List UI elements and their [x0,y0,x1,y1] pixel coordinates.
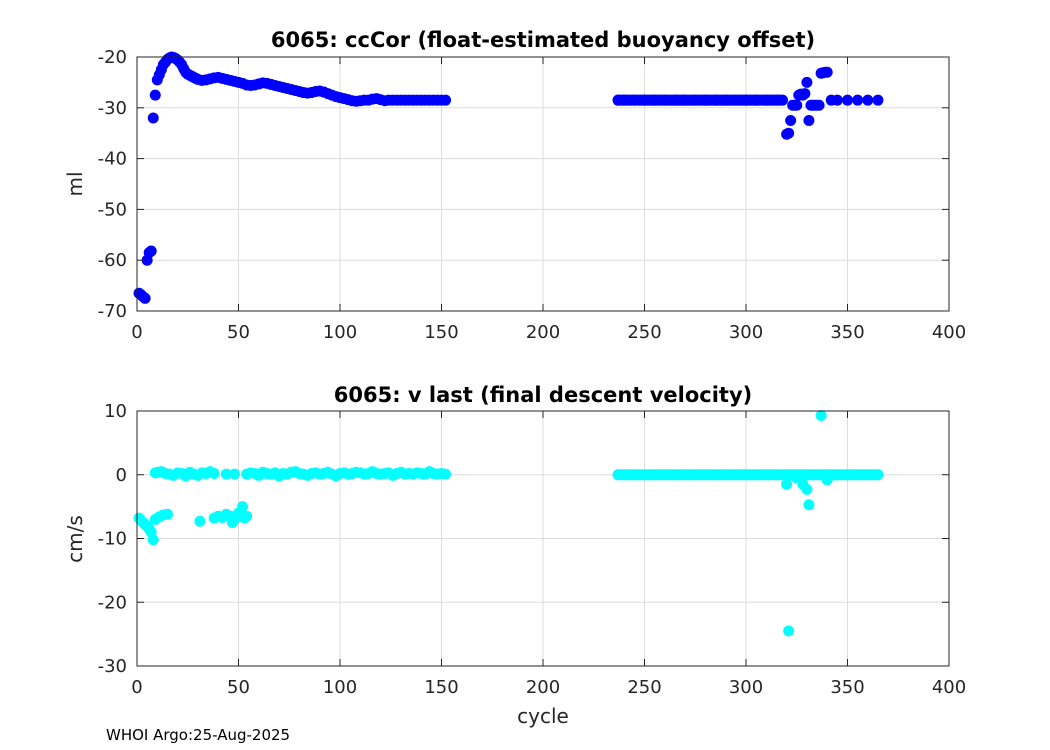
vlast-x-axis-label: cycle [517,704,569,728]
vlast-data-point [783,625,795,637]
ccCor-data-point [775,94,787,106]
vlast-title: 6065: v last (final descent velocity) [334,383,752,407]
vlast-x-tick-label: 300 [729,677,763,698]
vlast-x-ticks: 0 50 100 150 200 250 300 350 400 [131,411,966,698]
vlast-data-point [194,515,206,527]
vlast-points [133,409,884,637]
vlast-data-point [147,534,159,546]
vlast-data-point [241,510,253,522]
ccCor-y-tick-label: -70 [98,301,127,322]
vlast-y-tick-label: 0 [116,465,127,486]
ccCor-data-point [440,94,452,106]
vlast-data-point [220,468,232,480]
ccCor-y-tick-label: -20 [98,47,127,68]
ccCor-x-tick-label: 100 [323,322,357,343]
vlast-data-point [440,468,452,480]
ccCor-data-point [147,112,159,124]
ccCor-x-tick-label: 0 [131,322,142,343]
ccCor-data-point [831,94,843,106]
vlast-x-tick-label: 400 [932,677,966,698]
ccCor-x-tick-label: 300 [729,322,763,343]
ccCor-x-tick-label: 50 [227,322,250,343]
ccCor-points [133,51,884,304]
vlast-data-point [228,468,240,480]
ccCor-data-point [785,115,797,126]
ccCor-axes: 0 50 100 150 200 250 300 350 400 -70 -60 -50 -40 -30… [63,28,966,343]
vlast-data-point [872,469,884,481]
vlast-axes-border [136,410,950,667]
ccCor-data-point [872,94,884,106]
ccCor-x-tick-label: 250 [627,322,661,343]
footer-timestamp: WHOI Argo:25-Aug-2025 [106,726,290,744]
ccCor-axes-border [136,56,950,312]
vlast-data-point [815,409,827,421]
ccCor-x-tick-label: 400 [932,322,966,343]
ccCor-data-point [139,292,151,304]
ccCor-data-point [803,115,815,126]
vlast-y-axis-label: cm/s [63,515,87,563]
ccCor-y-tick-label: -50 [98,199,127,220]
vlast-x-tick-label: 250 [627,677,661,698]
vlast-x-tick-label: 350 [830,677,864,698]
ccCor-data-point [852,94,864,106]
vlast-data-point [781,478,793,490]
ccCor-x-tick-label: 150 [424,322,458,343]
vlast-y-tick-label: -20 [98,592,127,613]
ccCor-data-point [813,99,825,111]
vlast-x-tick-label: 50 [227,677,250,698]
ccCor-y-tick-label: -40 [98,149,127,170]
ccCor-data-point [791,99,803,111]
ccCor-y-tick-label: -30 [98,98,127,119]
vlast-data-point [237,501,249,513]
ccCor-y-axis-label: ml [63,171,87,196]
vlast-y-ticks: -30 -20 -10 0 10 [98,401,949,677]
vlast-y-tick-label: 10 [104,401,127,422]
vlast-data-point [208,467,220,479]
ccCor-data-point [862,94,874,106]
vlast-x-tick-label: 0 [131,677,142,698]
ccCor-x-ticks: 0 50 100 150 200 250 300 350 400 [131,57,966,343]
ccCor-data-point [799,88,811,100]
vlast-grid [137,411,949,666]
ccCor-y-ticks: -70 -60 -50 -40 -30 -20 [98,47,949,322]
ccCor-title: 6065: ccCor (float-estimated buoyancy of… [271,28,815,52]
ccCor-data-point [821,66,833,78]
vlast-axes: 0 50 100 150 200 250 300 350 400 -30 -20 -10 0 10 60… [63,383,966,728]
vlast-data-point [161,508,173,520]
ccCor-data-point [149,89,161,101]
vlast-x-tick-label: 100 [323,677,357,698]
vlast-y-tick-label: -30 [98,656,127,677]
ccCor-data-point [801,76,813,88]
ccCor-x-tick-label: 350 [830,322,864,343]
vlast-data-point [801,483,813,495]
ccCor-data-point [783,127,795,139]
vlast-y-tick-label: -10 [98,529,127,550]
vlast-data-point [803,499,815,511]
ccCor-data-point [145,245,157,257]
ccCor-y-tick-label: -60 [98,250,127,271]
vlast-x-tick-label: 150 [424,677,458,698]
ccCor-x-tick-label: 200 [526,322,560,343]
ccCor-data-point [842,94,853,106]
vlast-x-tick-label: 200 [526,677,560,698]
